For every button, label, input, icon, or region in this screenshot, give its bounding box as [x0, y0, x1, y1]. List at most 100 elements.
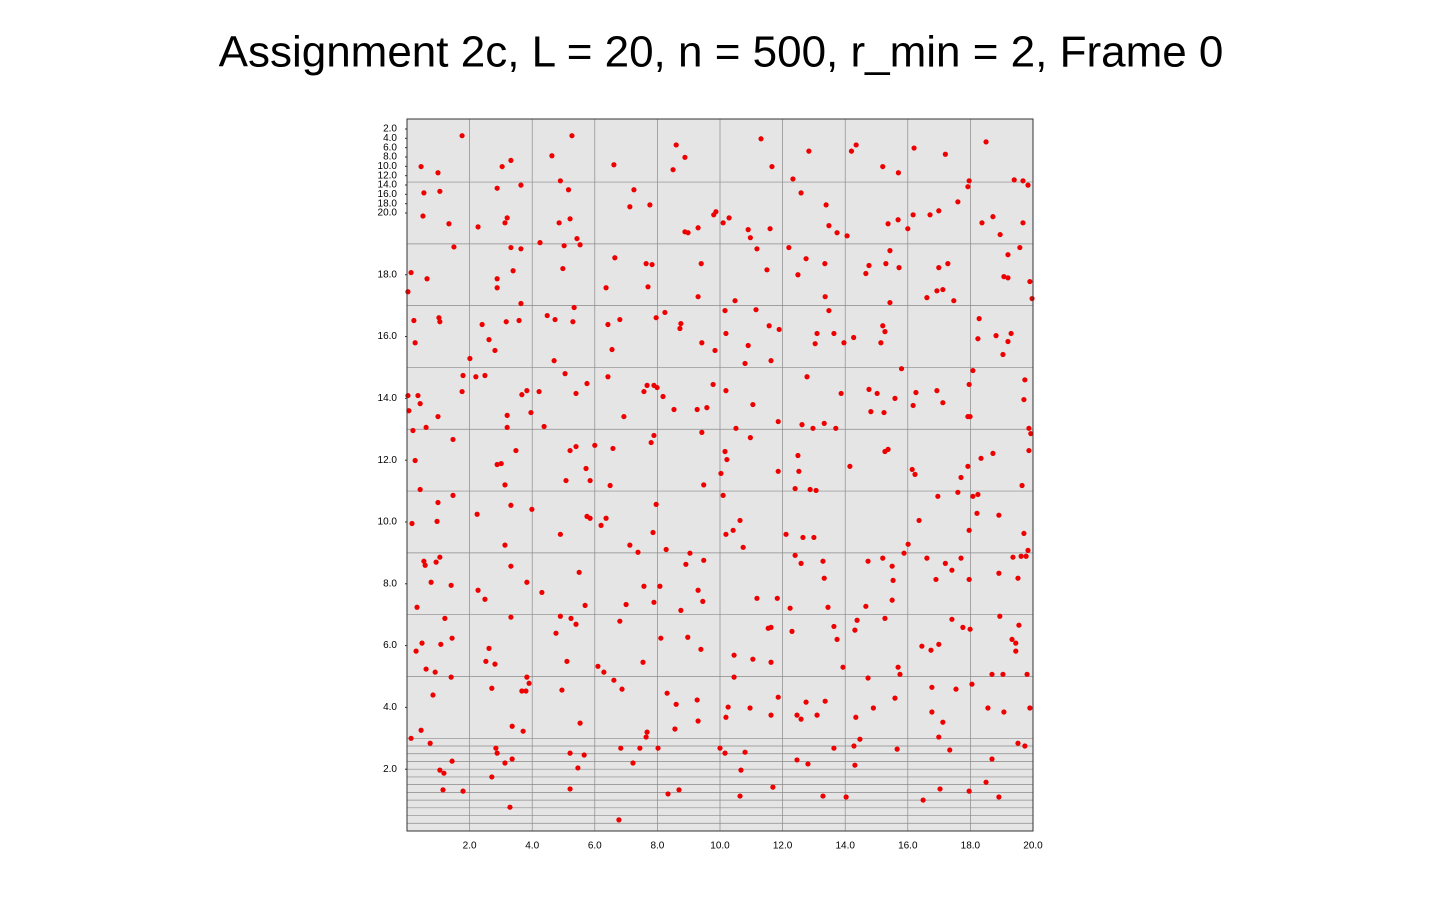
point	[413, 648, 419, 654]
point	[436, 315, 442, 321]
point	[516, 317, 522, 324]
point	[936, 265, 942, 271]
point	[653, 315, 659, 321]
point	[509, 723, 515, 729]
point	[616, 817, 622, 823]
point	[905, 541, 911, 547]
point	[524, 579, 530, 585]
point	[563, 477, 569, 484]
point	[882, 615, 888, 621]
point	[878, 340, 884, 346]
point	[794, 757, 800, 763]
point	[427, 740, 433, 746]
point	[803, 256, 809, 262]
point	[699, 340, 705, 346]
point	[415, 392, 421, 399]
point	[807, 486, 813, 493]
point	[720, 492, 726, 498]
point	[1016, 622, 1022, 628]
point	[731, 674, 737, 680]
point	[970, 493, 976, 499]
point	[766, 323, 772, 329]
point	[683, 561, 689, 567]
point	[821, 575, 827, 581]
point	[442, 615, 448, 621]
point	[623, 601, 629, 608]
point	[617, 618, 623, 624]
point	[754, 595, 760, 601]
point	[880, 163, 886, 170]
point	[460, 788, 466, 794]
point	[504, 412, 510, 418]
point	[676, 787, 682, 793]
point	[573, 621, 579, 627]
point	[519, 392, 525, 398]
point	[424, 276, 430, 282]
point	[947, 747, 953, 753]
point	[1018, 553, 1024, 559]
point	[595, 663, 601, 669]
point	[792, 485, 798, 492]
point	[826, 307, 832, 314]
point	[694, 406, 700, 413]
point	[441, 770, 447, 776]
point	[414, 604, 420, 610]
point	[503, 319, 509, 325]
point	[694, 697, 700, 703]
point	[882, 329, 888, 335]
point	[924, 555, 930, 561]
point	[764, 267, 770, 273]
y-tick-label: 4.0	[383, 702, 397, 713]
point	[996, 794, 1002, 800]
point	[889, 563, 895, 569]
point	[553, 630, 559, 636]
point	[880, 323, 886, 329]
point	[603, 515, 609, 521]
point	[653, 501, 659, 507]
point	[955, 489, 961, 495]
point	[508, 502, 514, 508]
point	[492, 347, 498, 354]
point	[804, 374, 810, 380]
point	[1001, 709, 1007, 715]
point	[434, 518, 440, 524]
point	[701, 482, 707, 488]
point	[792, 552, 798, 558]
point	[479, 321, 485, 328]
point	[753, 307, 759, 313]
point	[658, 635, 664, 641]
point	[754, 246, 760, 252]
point	[853, 142, 859, 148]
point	[437, 319, 443, 325]
point	[446, 221, 452, 227]
point	[640, 659, 646, 665]
point	[581, 752, 587, 758]
point	[742, 360, 748, 367]
point	[662, 309, 668, 316]
point	[765, 625, 771, 631]
point	[432, 669, 438, 675]
point	[795, 272, 801, 278]
point	[489, 774, 495, 780]
point	[417, 486, 423, 493]
point	[449, 635, 455, 641]
point	[887, 299, 893, 306]
point	[958, 474, 964, 481]
point	[890, 577, 896, 583]
point	[863, 270, 869, 277]
point	[912, 471, 918, 477]
point	[989, 756, 995, 762]
point	[750, 656, 756, 662]
point	[610, 445, 616, 452]
point	[1026, 425, 1032, 431]
point	[700, 598, 706, 604]
point	[805, 761, 811, 767]
point	[1017, 244, 1023, 251]
point	[775, 418, 781, 425]
point	[1029, 295, 1035, 302]
point	[958, 555, 964, 561]
x-tick-label: 16.0	[898, 841, 918, 852]
point	[1020, 178, 1026, 184]
point	[880, 555, 886, 561]
point	[996, 512, 1002, 518]
